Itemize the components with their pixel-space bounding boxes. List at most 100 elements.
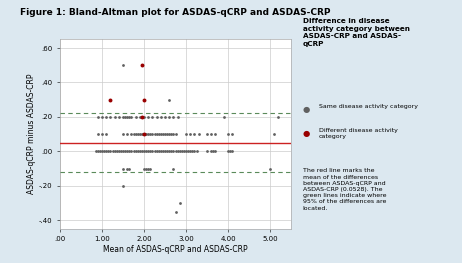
Point bbox=[138, 115, 146, 119]
Point bbox=[145, 166, 152, 171]
Point bbox=[119, 63, 127, 67]
Text: Different disease activity
category: Different disease activity category bbox=[319, 128, 398, 139]
Text: ●: ● bbox=[303, 105, 310, 114]
Point bbox=[132, 115, 140, 119]
Point bbox=[105, 149, 112, 153]
Point bbox=[98, 149, 106, 153]
Text: The red line marks the
mean of the differences
between ASDAS-qCRP and
ASDAS-CRP : The red line marks the mean of the diffe… bbox=[303, 168, 386, 210]
Point bbox=[128, 115, 135, 119]
Point bbox=[149, 149, 156, 153]
Point bbox=[138, 63, 146, 67]
Point bbox=[94, 149, 102, 153]
Point bbox=[165, 115, 173, 119]
Point bbox=[140, 132, 148, 136]
Point bbox=[103, 115, 110, 119]
Point bbox=[117, 149, 125, 153]
Point bbox=[146, 132, 154, 136]
Point bbox=[229, 132, 236, 136]
Point bbox=[165, 132, 173, 136]
Point bbox=[170, 132, 177, 136]
Point bbox=[203, 149, 211, 153]
Point bbox=[176, 201, 183, 205]
Point bbox=[92, 149, 99, 153]
Point bbox=[130, 149, 137, 153]
Point bbox=[174, 149, 182, 153]
Point bbox=[136, 115, 144, 119]
Point bbox=[140, 166, 148, 171]
Point bbox=[138, 149, 146, 153]
Point bbox=[140, 132, 148, 136]
Point bbox=[165, 98, 173, 102]
Point bbox=[134, 149, 141, 153]
Point bbox=[109, 149, 116, 153]
Point bbox=[134, 132, 141, 136]
Point bbox=[225, 149, 232, 153]
Point bbox=[157, 115, 164, 119]
Point bbox=[103, 132, 110, 136]
Point bbox=[187, 132, 194, 136]
Y-axis label: ASDAS-qCRP minus ASDAS-CRP: ASDAS-qCRP minus ASDAS-CRP bbox=[27, 74, 36, 194]
Point bbox=[193, 149, 200, 153]
Text: Figure 1: Bland-Altman plot for ASDAS-qCRP and ASDAS-CRP: Figure 1: Bland-Altman plot for ASDAS-qC… bbox=[20, 8, 331, 17]
Point bbox=[130, 132, 137, 136]
Point bbox=[229, 149, 236, 153]
Point bbox=[115, 149, 122, 153]
Point bbox=[153, 149, 160, 153]
Point bbox=[107, 149, 114, 153]
Point bbox=[176, 149, 183, 153]
Point bbox=[168, 149, 175, 153]
Point bbox=[122, 115, 129, 119]
Point bbox=[136, 132, 144, 136]
Point bbox=[126, 149, 133, 153]
Point bbox=[170, 166, 177, 171]
Point bbox=[140, 98, 148, 102]
Point bbox=[155, 149, 163, 153]
Point bbox=[149, 115, 156, 119]
Point bbox=[111, 115, 118, 119]
Point bbox=[271, 132, 278, 136]
Point bbox=[172, 132, 179, 136]
Point bbox=[203, 132, 211, 136]
Point bbox=[170, 149, 177, 153]
Point bbox=[123, 115, 131, 119]
Point bbox=[164, 132, 171, 136]
Point bbox=[207, 132, 215, 136]
Point bbox=[140, 115, 148, 119]
Point bbox=[159, 132, 167, 136]
Point bbox=[146, 149, 154, 153]
Point bbox=[153, 115, 160, 119]
Point bbox=[172, 149, 179, 153]
Point bbox=[212, 149, 219, 153]
Point bbox=[142, 132, 150, 136]
Point bbox=[159, 149, 167, 153]
Point bbox=[170, 115, 177, 119]
Text: ●: ● bbox=[303, 129, 310, 138]
Point bbox=[157, 132, 164, 136]
Point bbox=[119, 166, 127, 171]
Point bbox=[149, 132, 156, 136]
Point bbox=[132, 132, 140, 136]
Point bbox=[107, 98, 114, 102]
Point bbox=[182, 149, 190, 153]
Point bbox=[123, 132, 131, 136]
X-axis label: Mean of ASDAS-qCRP and ASDAS-CRP: Mean of ASDAS-qCRP and ASDAS-CRP bbox=[103, 245, 248, 254]
Point bbox=[126, 166, 133, 171]
Point bbox=[182, 132, 190, 136]
Point bbox=[111, 149, 118, 153]
Point bbox=[126, 115, 133, 119]
Point bbox=[161, 132, 169, 136]
Point bbox=[119, 184, 127, 188]
Point bbox=[128, 132, 135, 136]
Point bbox=[168, 132, 175, 136]
Point bbox=[210, 149, 217, 153]
Point bbox=[113, 149, 121, 153]
Point bbox=[145, 132, 152, 136]
Point bbox=[115, 115, 122, 119]
Point bbox=[187, 149, 194, 153]
Point bbox=[151, 132, 158, 136]
Point bbox=[161, 149, 169, 153]
Point bbox=[123, 149, 131, 153]
Point bbox=[146, 166, 154, 171]
Point bbox=[267, 166, 274, 171]
Point bbox=[119, 132, 127, 136]
